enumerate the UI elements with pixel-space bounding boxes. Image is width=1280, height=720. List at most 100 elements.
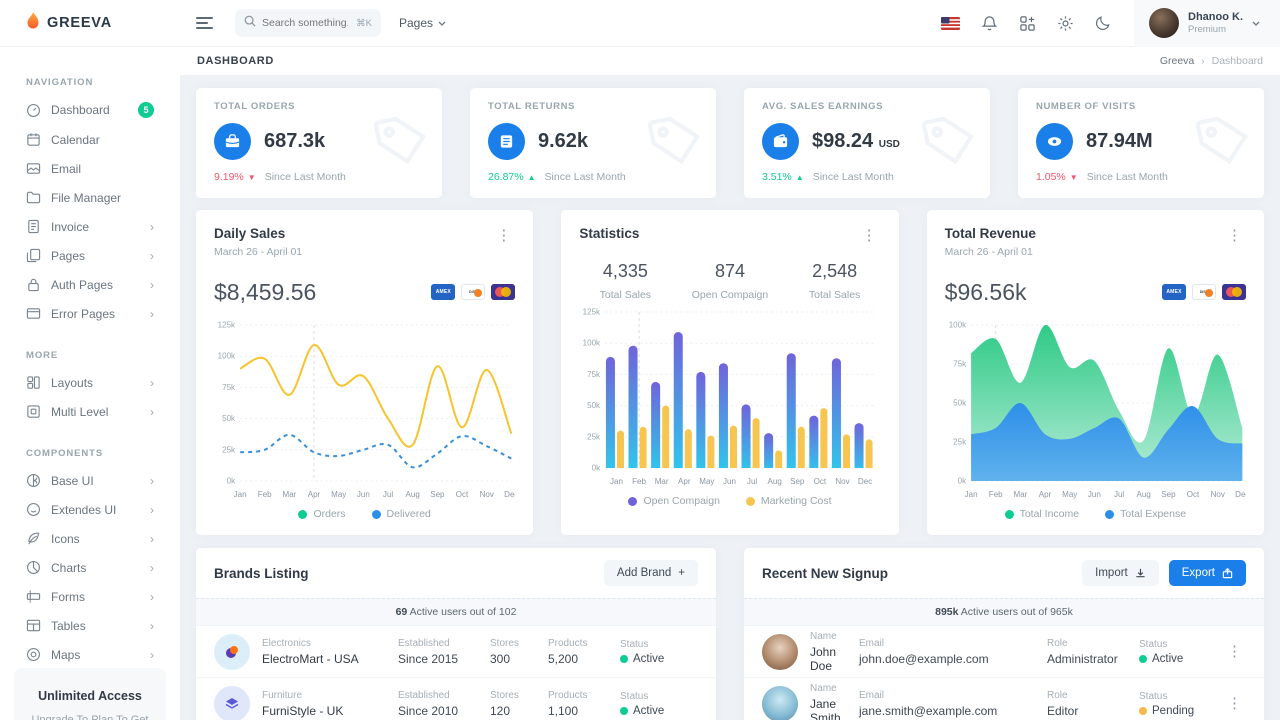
global-search[interactable]: ⌘K: [235, 9, 381, 37]
daily-sales-amount: $8,459.56: [214, 278, 317, 305]
dark-mode-moon-icon[interactable]: [1095, 15, 1111, 31]
legend-item-total-expense[interactable]: Total Expense: [1105, 508, 1186, 520]
sidebar-item-multi-level[interactable]: Multi Level ›: [0, 397, 180, 426]
svg-text:Nov: Nov: [480, 490, 494, 499]
email-icon: [26, 163, 41, 174]
kebab-menu-icon[interactable]: ⋮: [496, 227, 512, 244]
brand-status: Active: [633, 704, 665, 717]
brand-logo-electromart: [214, 633, 250, 670]
svg-text:Jul: Jul: [747, 477, 757, 486]
kebab-menu-icon[interactable]: ⋮: [1227, 227, 1242, 244]
upgrade-subtitle: Upgrade To Plan To Get: [31, 714, 149, 720]
lock-icon: [28, 278, 39, 292]
mastercard-icon: [491, 284, 516, 300]
export-button[interactable]: Export: [1168, 560, 1246, 586]
total-revenue-card: Total Revenue March 26 - April 01 ⋮ $96.…: [926, 210, 1264, 535]
svg-text:50k: 50k: [587, 401, 601, 410]
brand-name: GREEVA: [47, 15, 112, 31]
trend-up-icon: ▲: [795, 172, 804, 182]
legend-item-delivered[interactable]: Delivered: [371, 508, 431, 520]
stat-value: 9.62k: [538, 130, 589, 152]
sidebar-item-error-pages[interactable]: Error Pages ›: [0, 299, 180, 328]
brand-logo[interactable]: GREEVA: [0, 11, 180, 35]
settings-gear-icon[interactable]: [1057, 15, 1074, 32]
brand-products: 5,200: [548, 651, 579, 666]
legend-item-open-compaign[interactable]: Open Compaign: [628, 495, 720, 507]
chevron-down-icon: [438, 21, 446, 26]
svg-text:Jul: Jul: [1114, 490, 1124, 499]
tag-watermark-icon: [646, 110, 708, 177]
extended-ui-icon: [27, 503, 40, 516]
chart-legend: Orders Delivered: [214, 508, 515, 520]
signup-name: Jane Smith: [810, 696, 841, 720]
feather-icon: [28, 532, 40, 545]
card-title: Statistics: [579, 226, 640, 241]
chart-legend: Total Income Total Expense: [945, 508, 1246, 520]
menu-toggle-icon[interactable]: [196, 16, 213, 30]
stat-note: Since Last Month: [544, 171, 626, 183]
sidebar-item-base-ui[interactable]: Base UI ›: [0, 466, 180, 495]
status-dot: [1139, 706, 1147, 715]
sidebar-item-extendes-ui[interactable]: Extendes UI ›: [0, 495, 180, 524]
kebab-menu-icon[interactable]: ⋮: [1227, 643, 1242, 660]
svg-text:75k: 75k: [222, 383, 236, 392]
col-label-status: Status: [1139, 690, 1168, 702]
invoice-icon: [28, 219, 39, 234]
svg-text:Dec: Dec: [1235, 490, 1246, 499]
sidebar-item-calendar[interactable]: Calendar: [0, 125, 180, 154]
legend-label: Total Expense: [1120, 508, 1187, 520]
col-label-name: Name: [810, 630, 837, 642]
search-input[interactable]: [262, 17, 348, 29]
svg-text:Apr: Apr: [308, 490, 321, 499]
col-label-status: Status: [1139, 638, 1168, 650]
user-avatar-john-doe: [762, 633, 798, 670]
notifications-bell-icon[interactable]: [981, 15, 998, 32]
add-brand-button[interactable]: Add Brand +: [603, 560, 698, 586]
sidebar-item-pages[interactable]: Pages ›: [0, 241, 180, 270]
sidebar-item-file-manager[interactable]: File Manager: [0, 183, 180, 212]
breadcrumb-root[interactable]: Greeva: [1159, 55, 1195, 67]
legend-label: Delivered: [386, 508, 431, 520]
chevron-right-icon: ›: [150, 560, 154, 575]
pages-dropdown[interactable]: Pages: [399, 16, 446, 30]
legend-item-orders[interactable]: Orders: [298, 508, 346, 520]
signup-email: jane.smith@example.com: [859, 703, 998, 718]
folder-icon: [26, 191, 41, 204]
legend-item-total-income[interactable]: Total Income: [1004, 508, 1080, 520]
stat-delta: 1.05%: [1036, 171, 1066, 183]
sidebar-item-invoice[interactable]: Invoice ›: [0, 212, 180, 241]
kebab-menu-icon[interactable]: ⋮: [861, 227, 877, 244]
sidebar-item-label: File Manager: [51, 190, 122, 205]
import-button[interactable]: Import: [1082, 560, 1159, 586]
sidebar-item-label: Pages: [51, 248, 86, 263]
sidebar-item-tables[interactable]: Tables ›: [0, 611, 180, 640]
amex-card-icon: AMEX: [431, 284, 456, 300]
language-flag-icon[interactable]: [941, 16, 960, 30]
sidebar-item-email[interactable]: Email: [0, 154, 180, 183]
topbar-actions: Dhanoo K. Premium: [941, 0, 1280, 47]
sidebar-item-charts[interactable]: Charts ›: [0, 553, 180, 582]
card-title: Total Revenue: [944, 226, 1036, 241]
sidebar-item-auth-pages[interactable]: Auth Pages ›: [0, 270, 180, 299]
card-subtitle: March 26 - April 01: [214, 246, 303, 258]
stat-note: Since Last Month: [1086, 171, 1168, 183]
col-label-name: Name: [810, 682, 837, 694]
sidebar-item-maps[interactable]: Maps ›: [0, 640, 180, 669]
sidebar-item-dashboard[interactable]: Dashboard 5: [0, 95, 180, 125]
kebab-menu-icon[interactable]: ⋮: [1227, 695, 1242, 712]
user-plan: Premium: [1188, 24, 1227, 36]
sidebar-item-forms[interactable]: Forms ›: [0, 582, 180, 611]
sidebar-item-icons[interactable]: Icons ›: [0, 524, 180, 553]
chevron-right-icon: ›: [150, 375, 154, 390]
user-menu[interactable]: Dhanoo K. Premium: [1134, 0, 1280, 47]
legend-label: Total Income: [1019, 508, 1080, 520]
svg-text:Sep: Sep: [1161, 490, 1176, 499]
col-label-status: Status: [620, 690, 649, 702]
sidebar-item-layouts[interactable]: Layouts ›: [0, 368, 180, 397]
trend-down-icon: ▼: [1069, 172, 1078, 182]
apps-grid-icon[interactable]: [1019, 15, 1036, 32]
svg-text:125k: 125k: [583, 308, 601, 317]
legend-item-marketing-cost[interactable]: Marketing Cost: [745, 495, 832, 507]
export-icon: [1222, 567, 1233, 578]
